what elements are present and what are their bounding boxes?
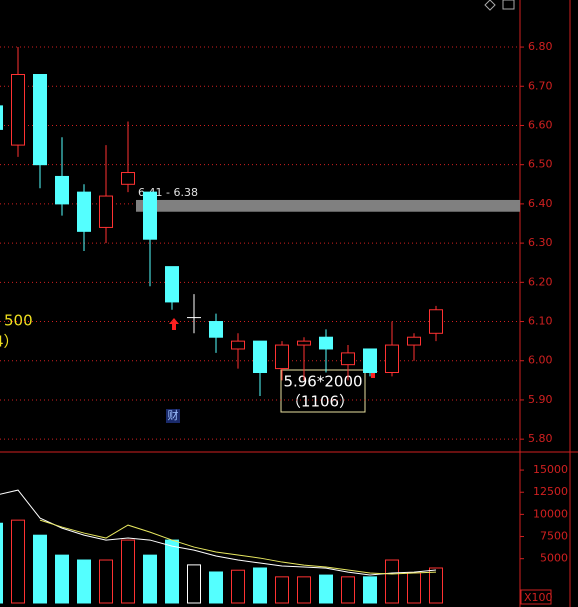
volume-bar — [385, 559, 399, 604]
candle-body — [11, 74, 25, 146]
y-tick-label: 6.30 — [528, 236, 553, 249]
volume-bar — [55, 554, 69, 604]
y-tick-label: 6.20 — [528, 275, 553, 288]
candle-body — [33, 74, 47, 166]
y2-tick-label: 5000 — [540, 552, 568, 565]
candle-body — [99, 195, 113, 228]
candle-body — [121, 172, 135, 185]
price-band — [136, 199, 520, 212]
candle-body — [341, 352, 355, 366]
candle-body — [253, 340, 267, 374]
tooltip-line: 5.96*2000 — [283, 373, 362, 391]
volume-ma-line — [0, 489, 437, 576]
volume-unit: X100 — [524, 591, 553, 604]
y-tick-label: 6.60 — [528, 118, 553, 131]
volume-bar — [429, 567, 443, 604]
candle-body — [0, 105, 3, 130]
candle-body — [209, 321, 223, 338]
candle-body — [77, 191, 91, 232]
volume-bar — [407, 572, 421, 604]
volume-bar — [297, 576, 311, 604]
volume-bar — [319, 574, 333, 604]
candle-body — [143, 191, 157, 240]
y-tick-label: 6.50 — [528, 158, 553, 171]
volume-bar — [187, 564, 201, 604]
volume-bar — [33, 534, 47, 604]
volume-bar — [363, 576, 377, 604]
candle-body — [231, 340, 245, 350]
signal-arrow — [169, 318, 179, 330]
volume-bar — [275, 576, 289, 604]
y2-tick-label: 10000 — [533, 507, 568, 520]
volume-bar — [253, 567, 267, 604]
candle-body — [275, 344, 289, 370]
y-tick-label: 6.70 — [528, 79, 553, 92]
candle-body — [385, 344, 399, 374]
icon-diamond[interactable] — [484, 0, 496, 11]
left-text: 4） — [0, 333, 19, 351]
volume-ma-line — [39, 519, 437, 575]
y-tick-label: 6.80 — [528, 40, 553, 53]
volume-bar — [165, 539, 179, 604]
y2-tick-label: 7500 — [540, 530, 568, 543]
volume-bar — [341, 576, 355, 604]
y2-tick-label: 15000 — [533, 463, 568, 476]
volume-bar — [11, 519, 25, 604]
y2-tick-label: 12500 — [533, 485, 568, 498]
y-tick-label: 5.80 — [528, 432, 553, 445]
icon-window[interactable] — [502, 0, 515, 10]
tooltip-box — [280, 369, 366, 413]
marker-text[interactable]: 财 — [168, 408, 179, 422]
candle-body — [429, 309, 443, 334]
volume-bar — [143, 554, 157, 604]
volume-bar — [99, 559, 113, 604]
y-tick-label: 5.90 — [528, 393, 553, 406]
volume-bar — [77, 559, 91, 604]
candle-body — [297, 340, 311, 346]
unit-box — [520, 589, 552, 605]
volume-bar — [209, 571, 223, 604]
volume-bar — [0, 522, 3, 604]
candle-body — [363, 348, 377, 374]
y-tick-label: 6.40 — [528, 197, 553, 210]
candle-body — [319, 336, 333, 350]
candle-body — [55, 175, 69, 205]
candle-body — [165, 266, 179, 303]
tooltip-line: （1106） — [286, 393, 354, 411]
volume-bar — [231, 569, 245, 604]
volume-bar — [121, 539, 135, 604]
candle-body — [407, 336, 421, 346]
y-tick-label: 6.10 — [528, 315, 553, 328]
marker-box[interactable] — [166, 409, 180, 423]
y-tick-label: 6.00 — [528, 354, 553, 367]
left-text: 500 — [4, 312, 33, 330]
